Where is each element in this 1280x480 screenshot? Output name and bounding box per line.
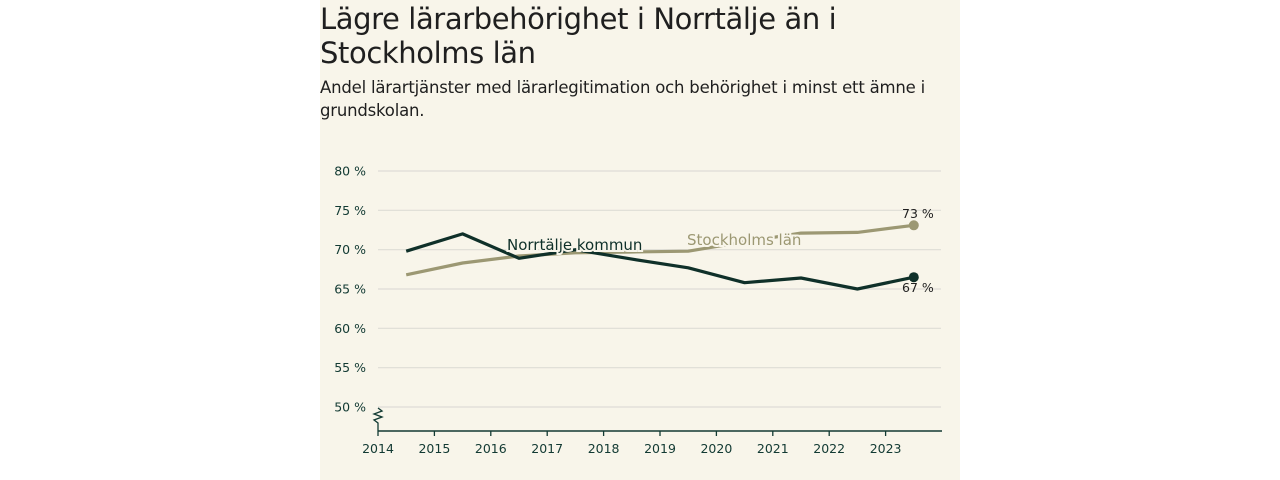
end-point-stockholm: [908, 220, 919, 231]
y-tick-label: 70 %: [334, 242, 366, 257]
chart-subtitle: Andel lärartjänster med lärarlegitimatio…: [320, 78, 926, 120]
chart-card: Lägre lärarbehörighet i Norrtälje än i S…: [320, 0, 960, 480]
end-label-norrtalje: 67 %: [902, 280, 934, 295]
end-label-stockholm: 73 %: [902, 206, 934, 221]
y-tick-label: 80 %: [334, 164, 366, 179]
y-axis-ticks: 50 % 55 % 60 % 65 % 70 % 75 % 80 %: [334, 164, 366, 415]
line-chart: 50 %55 %60 %65 %70 %75 %80 % 2014 2015 201…: [334, 164, 942, 456]
series-label-norrtalje: Norrtälje kommun: [507, 236, 642, 254]
y-tick-label: 75 %: [334, 203, 366, 218]
series-lines: [405, 220, 919, 291]
y-tick-label: 50 %: [334, 400, 366, 415]
y-tick-label: 55 %: [334, 360, 366, 375]
series-labels: Norrtälje kommun Stockholms län 73 % 67 …: [505, 206, 934, 295]
x-tick-label: 2017: [531, 441, 563, 456]
x-tick-label: 2019: [644, 441, 676, 456]
gridlines: [378, 170, 941, 408]
chart-title: Lägre lärarbehörighet i Norrtälje än i S…: [320, 2, 837, 70]
x-tick-label: 2014: [362, 441, 394, 456]
x-tick-label: 2018: [588, 441, 620, 456]
x-tick-label: 2021: [757, 441, 789, 456]
y-tick-label: 60 %: [334, 321, 366, 336]
x-tick-label: 2022: [813, 441, 845, 456]
series-label-stockholm: Stockholms län: [687, 231, 801, 249]
series-line-norrtalje: [405, 232, 915, 291]
x-tick-label: 2020: [700, 441, 732, 456]
y-tick-label: 65 %: [334, 282, 366, 297]
x-tick-label: 2015: [418, 441, 450, 456]
x-axis: 2014 2015 2016 2017 2018 2019 2020 2021 2022 2023: [362, 407, 942, 456]
axis-break-icon: [372, 407, 384, 431]
series-line-stockholm: [405, 223, 914, 277]
end-point-norrtalje: [908, 272, 919, 283]
x-tick-label: 2023: [870, 441, 902, 456]
x-tick-label: 2016: [475, 441, 507, 456]
